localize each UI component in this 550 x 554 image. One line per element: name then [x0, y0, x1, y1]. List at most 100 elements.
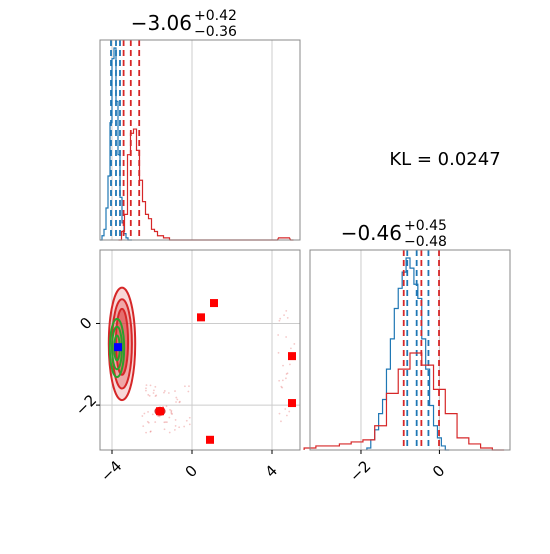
top-marginal-hist-series-1 — [118, 128, 294, 241]
joint-sample-point — [147, 411, 149, 413]
right-marginal-title-plus: +0.45 — [404, 218, 447, 234]
joint-sample-point — [277, 334, 280, 336]
joint-red-marker-4 — [288, 399, 296, 408]
right-marginal-xtick-label-1: 0 — [429, 462, 448, 481]
joint-sample-point — [184, 385, 186, 388]
joint-sample-point — [176, 398, 179, 401]
joint-sample-point — [151, 413, 154, 416]
right-marginal-frame — [309, 249, 511, 451]
joint-sample-point — [141, 415, 144, 417]
joint-sample-point — [163, 428, 166, 431]
joint-sample-point — [175, 401, 177, 403]
top-marginal-hist-series-0 — [100, 47, 132, 241]
joint-sample-point — [162, 405, 164, 408]
joint-xtick-label-1: 0 — [182, 462, 201, 481]
right-marginal-title-minus: −0.48 — [404, 234, 447, 250]
joint-sample-point — [147, 393, 150, 396]
joint-sample-point — [145, 387, 147, 390]
joint-sample-point — [178, 426, 181, 429]
joint-sample-point — [149, 384, 152, 387]
joint-sample-point — [145, 431, 147, 434]
top-marginal-title-plus: +0.42 — [194, 8, 237, 24]
top-marginal-title-minus: −0.36 — [194, 24, 237, 40]
joint-sample-point — [183, 425, 186, 428]
joint-sample-point — [163, 421, 166, 424]
joint-sample-point — [170, 411, 173, 413]
joint-sample-point — [285, 377, 287, 380]
joint-sample-point — [279, 317, 282, 320]
joint-sample-point — [166, 421, 168, 424]
joint-sample-point — [285, 414, 288, 417]
joint-sample-point — [145, 384, 148, 387]
joint-contour-3 — [108, 317, 126, 379]
joint-sample-point — [285, 336, 288, 338]
joint-sample-point — [142, 425, 145, 428]
joint-sample-point — [163, 390, 166, 392]
joint-ytick-label-1: 0 — [76, 314, 95, 333]
joint-sample-point — [280, 420, 282, 423]
joint-sample-point — [173, 429, 176, 431]
joint-sample-point — [282, 364, 284, 367]
joint-sample-point — [165, 405, 168, 408]
joint-sample-point — [149, 430, 152, 433]
right-marginal-title-median: −0.46 — [341, 221, 402, 245]
joint-sample-point — [281, 386, 284, 389]
joint-sample-point — [278, 412, 281, 415]
joint-red-marker-3 — [288, 352, 296, 361]
joint-xtick-label-0: −4 — [97, 457, 125, 485]
joint-sample-point — [175, 396, 178, 399]
joint-sample-point — [154, 385, 157, 388]
joint-sample-point — [155, 394, 158, 397]
joint-sample-point — [284, 408, 287, 410]
joint-sample-point — [147, 421, 150, 424]
joint-sample-point — [167, 392, 170, 394]
bottom-right-marginal-panel: −0.46 +0.45−0.48 −2 0 — [303, 218, 511, 485]
joint-sample-point — [157, 415, 160, 418]
joint-sample-point — [153, 389, 155, 392]
right-marginal-xtick-label-0: −2 — [346, 457, 374, 485]
joint-sample-point — [188, 416, 191, 419]
joint-sample-point — [277, 351, 280, 354]
joint-sample-point — [174, 390, 176, 392]
joint-red-marker-5 — [206, 435, 214, 444]
joint-red-marker-1 — [210, 299, 218, 308]
joint-xtick-label-2: 4 — [262, 462, 281, 481]
joint-sample-point — [171, 413, 174, 415]
joint-sample-point — [290, 347, 292, 350]
joint-sample-point — [174, 419, 177, 421]
joint-sample-point — [174, 425, 177, 427]
joint-sample-point — [170, 412, 173, 415]
joint-sample-point — [185, 419, 188, 422]
joint-sample-point — [164, 421, 167, 424]
joint-sample-point — [286, 372, 289, 375]
kl-divergence-label: KL = 0.0247 — [389, 149, 500, 170]
joint-sample-point — [158, 415, 161, 418]
joint-sample-point — [163, 391, 165, 394]
joint-distribution-panel: −4 0 4 −2 0 — [72, 249, 301, 485]
joint-sample-point — [293, 343, 296, 345]
joint-sample-point — [168, 431, 171, 434]
joint-sample-point — [188, 385, 190, 388]
joint-sample-point — [187, 390, 190, 393]
top-marginal-title-median: −3.06 — [131, 11, 192, 35]
joint-sample-point — [146, 420, 149, 423]
joint-sample-point — [178, 401, 181, 404]
joint-red-marker-0 — [156, 407, 164, 416]
joint-sample-point — [170, 409, 173, 412]
joint-sample-point — [288, 410, 291, 413]
joint-sample-point — [285, 310, 288, 312]
joint-sample-point — [168, 416, 171, 419]
joint-sample-point — [179, 400, 181, 403]
joint-sample-point — [278, 379, 281, 382]
joint-sample-point — [154, 395, 157, 398]
joint-sample-point — [154, 421, 157, 423]
top-left-marginal-panel: −3.06 +0.42−0.36 — [99, 8, 301, 241]
right-marginal-hist-series-0 — [366, 257, 450, 451]
joint-sample-point — [280, 385, 283, 388]
joint-sample-point — [283, 314, 285, 317]
joint-red-marker-2 — [197, 313, 205, 322]
joint-sample-point — [145, 389, 147, 392]
right-marginal-hist-series-1 — [303, 352, 505, 451]
